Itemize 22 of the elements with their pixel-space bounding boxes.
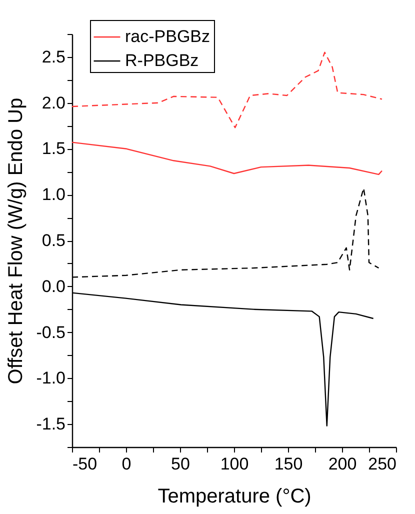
y-tick-label: -1.5 — [36, 414, 66, 434]
x-tick-label: 250 — [368, 454, 396, 474]
y-axis-title: Offset Heat Flow (W/g) Endo Up — [5, 98, 28, 384]
y-tick-label: 2.0 — [42, 93, 66, 112]
line-series — [72, 52, 383, 128]
x-tick-label: 0 — [122, 454, 132, 474]
x-tick-label: 200 — [328, 454, 357, 474]
y-tick-label: 0.5 — [42, 231, 66, 250]
line-series — [72, 142, 383, 176]
legend-label: R-PBGBz — [125, 51, 199, 70]
x-tick-label: 50 — [171, 454, 190, 474]
x-axis-title: Temperature (°C) — [158, 486, 312, 508]
y-tick-label: -0.5 — [36, 322, 66, 342]
y-tick-label: 1.5 — [42, 139, 66, 158]
y-tick-label: 0.0 — [42, 276, 66, 296]
y-tick-label: 2.5 — [42, 47, 66, 66]
y-tick-label: -1.0 — [36, 368, 66, 388]
legend-label: rac-PBGBz — [125, 27, 210, 46]
y-tick-label: 1.0 — [42, 185, 66, 204]
x-tick-label: 150 — [274, 454, 303, 474]
x-tick-label: -50 — [72, 454, 98, 474]
x-tick-label: 100 — [220, 454, 249, 474]
